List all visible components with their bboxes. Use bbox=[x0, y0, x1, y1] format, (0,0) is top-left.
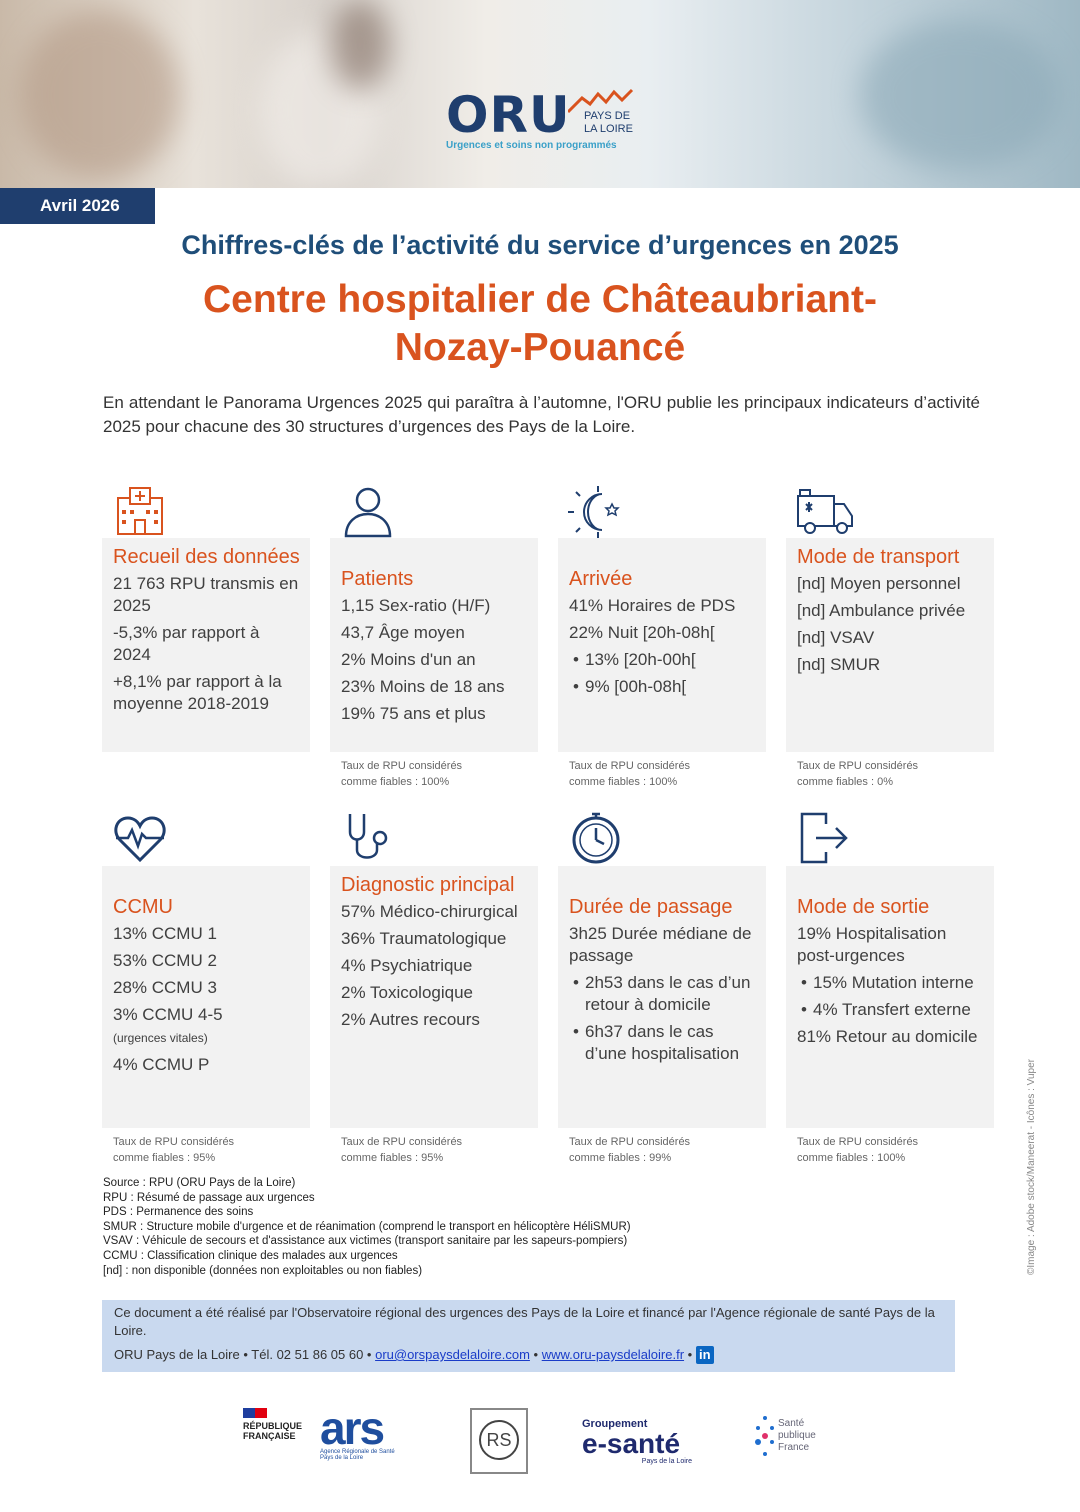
intro-text: En attendant le Panorama Urgences 2025 q… bbox=[103, 393, 980, 436]
stat-line: 4% Transfert externe bbox=[797, 999, 984, 1021]
stat-line: 15% Mutation interne bbox=[797, 972, 984, 994]
stat-line: 6h37 dans le cas d’une hospitalisation bbox=[569, 1021, 756, 1065]
exit-icon bbox=[800, 812, 848, 864]
stat-line: 28% CCMU 3 bbox=[113, 978, 217, 997]
stat-line: [nd] SMUR bbox=[797, 655, 881, 674]
stat-line: 19% 75 ans et plus bbox=[341, 704, 486, 723]
image-credit: ©Image : Adobe stock/Maneerat - Icônes :… bbox=[1026, 1058, 1037, 1275]
card-title: CCMU bbox=[113, 896, 173, 918]
card-title: Mode de transport bbox=[797, 546, 960, 568]
reliability-note: Taux de RPU considérés comme fiables : 9… bbox=[113, 1136, 235, 1164]
logo-esante: Groupement e-santé Pays de la Loire bbox=[582, 1418, 692, 1465]
stat-line: 13% [20h-00h[ bbox=[569, 649, 756, 671]
stat-line: 53% CCMU 2 bbox=[113, 951, 217, 970]
stat-line: 2% Autres recours bbox=[341, 1010, 480, 1029]
stat-line: 41% Horaires de PDS bbox=[569, 596, 736, 615]
contact-box: Ce document a été réalisé par l'Observat… bbox=[102, 1300, 955, 1372]
email-link[interactable]: oru@orspaysdelaloire.com bbox=[375, 1347, 530, 1362]
stat-line: 22% Nuit [20h-08h[ bbox=[569, 623, 715, 642]
reliability-note: Taux de RPU considérés comme fiables : 1… bbox=[341, 760, 463, 788]
logo-sante-publique-france: Santé publique France bbox=[752, 1408, 832, 1474]
user-icon bbox=[344, 487, 392, 538]
zigzag-icon bbox=[568, 88, 634, 114]
stat-line: 3h25 Durée médiane de passage bbox=[569, 924, 752, 965]
stethoscope-icon bbox=[348, 814, 388, 859]
stat-line: -5,3% par rapport à 2024 bbox=[113, 623, 260, 664]
stat-line: 2% Toxicologique bbox=[341, 983, 473, 1002]
stat-line: 21 763 RPU transmis en 2025 bbox=[113, 574, 299, 615]
stat-line: 43,7 Âge moyen bbox=[341, 623, 465, 642]
stat-line: 4% CCMU P bbox=[113, 1055, 210, 1074]
reliability-note: Taux de RPU considérés comme fiables : 1… bbox=[797, 1136, 919, 1164]
header-banner: ORU PAYS DE LA LOIRE Urgences et soins n… bbox=[0, 0, 1080, 188]
card-title: Diagnostic principal bbox=[341, 874, 515, 896]
hospital-icon bbox=[117, 487, 163, 535]
stat-line: 81% Retour au domicile bbox=[797, 1027, 978, 1046]
stat-line: 1,15 Sex-ratio (H/F) bbox=[341, 596, 491, 615]
reliability-note: Taux de RPU considérés comme fiables : 9… bbox=[341, 1136, 463, 1164]
website-link[interactable]: www.oru-paysdelaloire.fr bbox=[541, 1347, 685, 1362]
footnotes: Source : RPU (ORU Pays de la Loire) RPU :… bbox=[103, 1177, 631, 1277]
stat-line: [nd] Moyen personnel bbox=[797, 574, 961, 593]
page-title: Chiffres-clés de l’activité du service d… bbox=[181, 230, 899, 260]
stat-line: 2% Moins d'un an bbox=[341, 650, 476, 669]
sun-moon-icon bbox=[568, 486, 620, 538]
oru-logo: ORU PAYS DE LA LOIRE Urgences et soins n… bbox=[446, 86, 646, 156]
stat-line: [nd] Ambulance privée bbox=[797, 601, 966, 620]
reliability-note: Taux de RPU considérés comme fiables : 0… bbox=[797, 760, 919, 788]
logo-republique-francaise: RÉPUBLIQUE FRANÇAISE bbox=[243, 1408, 305, 1474]
card-title: Recueil des données bbox=[113, 546, 300, 568]
reliability-note: Taux de RPU considérés comme fiables : 9… bbox=[569, 1136, 691, 1164]
card-title: Mode de sortie bbox=[797, 896, 930, 918]
date-tab: Avril 2026 bbox=[0, 188, 155, 224]
logo-ars: ars Agence Régionale de Santé Pays de la… bbox=[320, 1402, 395, 1461]
stat-line: 36% Traumatologique bbox=[341, 929, 507, 948]
heartbeat-icon bbox=[114, 816, 166, 863]
stat-line: 57% Médico-chirurgical bbox=[341, 902, 518, 921]
card-title: Arrivée bbox=[569, 568, 633, 590]
reliability-note: Taux de RPU considérés comme fiables : 1… bbox=[569, 760, 691, 788]
stopwatch-icon bbox=[572, 812, 620, 864]
dots-icon bbox=[755, 1416, 774, 1456]
stat-line: 9% [00h-08h[ bbox=[569, 676, 756, 698]
stat-line: 3% CCMU 4-5 bbox=[113, 1005, 223, 1024]
card-title: Durée de passage bbox=[569, 896, 733, 918]
stat-line: 13% CCMU 1 bbox=[113, 924, 217, 943]
stat-line: (urgences vitales) bbox=[113, 1031, 208, 1045]
ambulance-icon bbox=[797, 489, 853, 534]
linkedin-icon[interactable]: in bbox=[695, 1346, 714, 1364]
card-title: Patients bbox=[341, 568, 414, 590]
stat-line: 4% Psychiatrique bbox=[341, 956, 473, 975]
stat-line: 23% Moins de 18 ans bbox=[341, 677, 505, 696]
stat-line: 19% Hospitalisation post-urgences bbox=[797, 924, 947, 965]
stat-line: [nd] VSAV bbox=[797, 628, 875, 647]
logo-ors: RS bbox=[470, 1408, 528, 1474]
hospital-name: Centre hospitalier de Châteaubriant- Noza… bbox=[203, 278, 877, 369]
stat-line: +8,1% par rapport à la moyenne 2018-2019 bbox=[113, 672, 282, 713]
stat-line: 2h53 dans le cas d’un retour à domicile bbox=[569, 972, 756, 1016]
